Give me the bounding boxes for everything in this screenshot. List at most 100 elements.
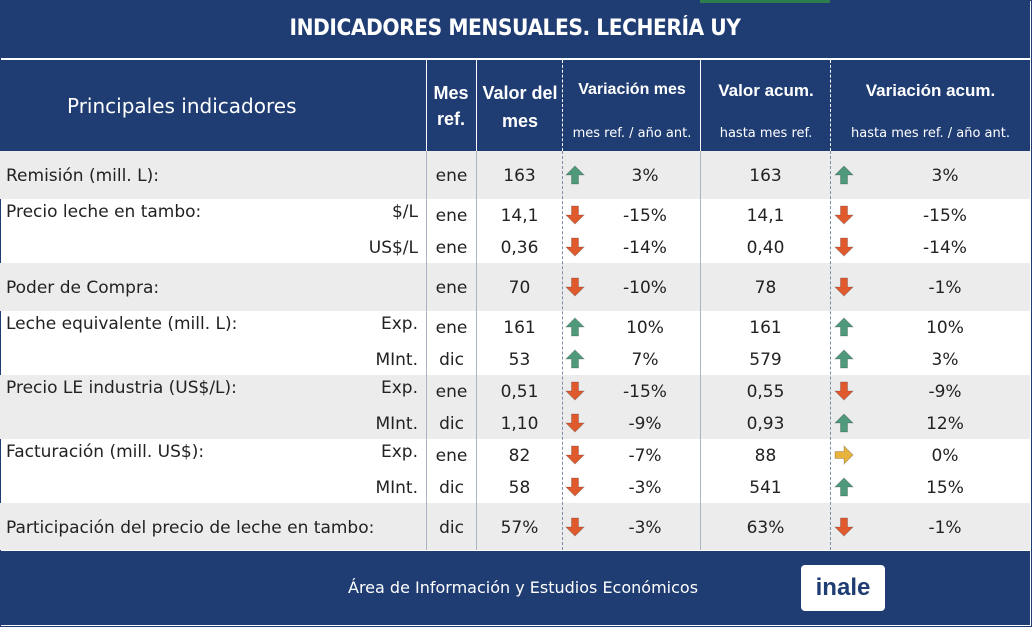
month-cell: dic	[439, 518, 464, 538]
month-cell: dic	[439, 478, 464, 498]
arrow-down-icon	[834, 517, 854, 537]
arrow-down-icon	[565, 517, 585, 537]
accum-value-cell: 0,40	[746, 238, 785, 258]
column-divider	[700, 151, 701, 550]
unit-label: MInt.	[375, 350, 418, 370]
header-divider	[476, 60, 477, 151]
table-row: Leche equivalente (mill. L): Exp. ene 161 10…	[0, 311, 1030, 343]
arrow-down-icon	[565, 477, 585, 497]
arrow-down-icon	[565, 277, 585, 297]
accum-variation-cell: -9%	[928, 382, 962, 402]
header-var-mes-sub: mes ref. / año ant.	[572, 126, 692, 141]
table-row: Precio LE industria (US$/L): Exp. ene 0,51 -…	[0, 375, 1030, 407]
column-divider	[476, 151, 477, 550]
table-row: Remisión (mill. L): ene 163 3% 163 3%	[0, 151, 1030, 199]
accum-variation-cell: 0%	[931, 446, 959, 466]
header-divider	[700, 60, 701, 151]
accum-variation-cell: -1%	[928, 278, 962, 298]
month-value-cell: 82	[508, 446, 531, 466]
title-accent	[700, 0, 830, 3]
header-valor-line2: mes	[501, 111, 539, 131]
header-var-acum: Variación acum.	[865, 81, 996, 100]
column-divider	[562, 151, 563, 550]
indicator-label: Precio leche en tambo:	[6, 202, 202, 222]
table-row: MInt. dic 1,10 -9% 0,93 12%	[0, 407, 1030, 439]
accum-value-cell: 579	[749, 350, 782, 370]
header-mes-line2: ref.	[436, 109, 465, 129]
arrow-down-icon	[834, 237, 854, 257]
header-divider	[830, 60, 831, 151]
table-row: Poder de Compra: ene 70 -10% 78 -1%	[0, 263, 1030, 311]
month-value-cell: 14,1	[500, 206, 539, 226]
month-variation-cell: -10%	[623, 278, 667, 298]
arrow-up-icon	[834, 317, 854, 337]
arrow-down-icon	[834, 381, 854, 401]
month-cell: ene	[435, 318, 468, 338]
table-row: Precio leche en tambo: $/L ene 14,1 -15% 14,1…	[0, 199, 1030, 231]
month-cell: ene	[435, 446, 468, 466]
arrow-up-icon	[565, 317, 585, 337]
unit-label: MInt.	[375, 478, 418, 498]
arrow-down-icon	[565, 237, 585, 257]
month-variation-cell: -14%	[623, 238, 667, 258]
table-row: Facturación (mill. US$): Exp. ene 82 -7% 88 0%	[0, 439, 1030, 471]
month-variation-cell: -9%	[628, 414, 662, 434]
accum-variation-cell: 3%	[931, 350, 959, 370]
arrow-up-icon	[834, 349, 854, 369]
table-row: US$/L ene 0,36 -14% 0,40 -14%	[0, 231, 1030, 263]
arrow-down-icon	[565, 413, 585, 433]
month-value-cell: 53	[508, 350, 531, 370]
table-header	[0, 60, 1030, 151]
unit-label: Exp.	[381, 314, 418, 334]
month-variation-cell: 3%	[631, 166, 659, 186]
accum-value-cell: 163	[749, 166, 782, 186]
accum-variation-cell: -15%	[923, 206, 967, 226]
month-cell: ene	[435, 238, 468, 258]
month-value-cell: 0,36	[500, 238, 539, 258]
month-variation-cell: -7%	[628, 446, 662, 466]
header-acum-sub: hasta mes ref.	[719, 126, 813, 141]
month-cell: dic	[439, 350, 464, 370]
indicator-label: Participación del precio de leche en tam…	[6, 518, 375, 538]
arrow-up-icon	[834, 477, 854, 497]
footer-text: Área de Información y Estudios Económico…	[348, 578, 699, 597]
month-cell: ene	[435, 382, 468, 402]
month-cell: ene	[435, 278, 468, 298]
header-var-mes: Variación mes	[578, 81, 686, 98]
unit-label: Exp.	[381, 442, 418, 462]
month-cell: ene	[435, 166, 468, 186]
arrow-down-icon	[565, 205, 585, 225]
month-cell: dic	[439, 414, 464, 434]
indicator-label: Precio LE industria (US$/L):	[6, 378, 237, 398]
accum-variation-cell: 10%	[926, 318, 964, 338]
month-value-cell: 161	[503, 318, 536, 338]
unit-label: Exp.	[381, 378, 418, 398]
accum-variation-cell: 12%	[926, 414, 964, 434]
table-row: MInt. dic 58 -3% 541 15%	[0, 471, 1030, 503]
column-divider	[426, 151, 427, 550]
month-variation-cell: -3%	[628, 518, 662, 538]
header-mes-line1: Mes	[433, 83, 469, 103]
arrow-up-icon	[565, 349, 585, 369]
header-main-label: Principales indicadores	[67, 94, 297, 118]
arrow-down-icon	[565, 381, 585, 401]
table-row: Participación del precio de leche en tam…	[0, 503, 1030, 550]
month-value-cell: 57%	[500, 518, 539, 538]
unit-label: US$/L	[368, 238, 418, 258]
month-value-cell: 1,10	[500, 414, 539, 434]
month-value-cell: 0,51	[500, 382, 539, 402]
month-variation-cell: 10%	[626, 318, 664, 338]
column-divider	[830, 151, 831, 550]
inale-logo: inale	[801, 565, 885, 611]
accum-value-cell: 14,1	[746, 206, 785, 226]
accum-variation-cell: -1%	[928, 518, 962, 538]
month-variation-cell: 7%	[631, 350, 659, 370]
arrow-up-icon	[834, 413, 854, 433]
arrow-down-icon	[834, 277, 854, 297]
table-row: MInt. dic 53 7% 579 3%	[0, 343, 1030, 375]
title-bar	[0, 0, 1030, 58]
unit-label: MInt.	[375, 414, 418, 434]
arrow-right-icon	[834, 445, 854, 465]
accum-value-cell: 0,93	[746, 414, 785, 434]
indicator-label: Facturación (mill. US$):	[6, 442, 205, 462]
